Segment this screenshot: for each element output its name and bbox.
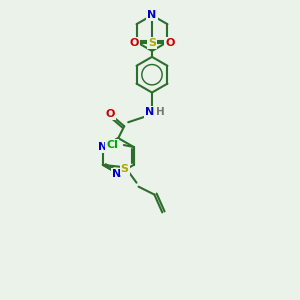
- Text: O: O: [106, 109, 115, 119]
- Text: N: N: [147, 10, 157, 20]
- Text: S: S: [121, 164, 129, 174]
- Text: O: O: [130, 38, 139, 48]
- Text: S: S: [148, 38, 156, 48]
- Text: N: N: [146, 107, 154, 117]
- Text: Cl: Cl: [106, 140, 118, 150]
- Text: N: N: [112, 169, 121, 179]
- Text: O: O: [165, 38, 175, 48]
- Text: H: H: [155, 107, 164, 117]
- Text: N: N: [98, 142, 107, 152]
